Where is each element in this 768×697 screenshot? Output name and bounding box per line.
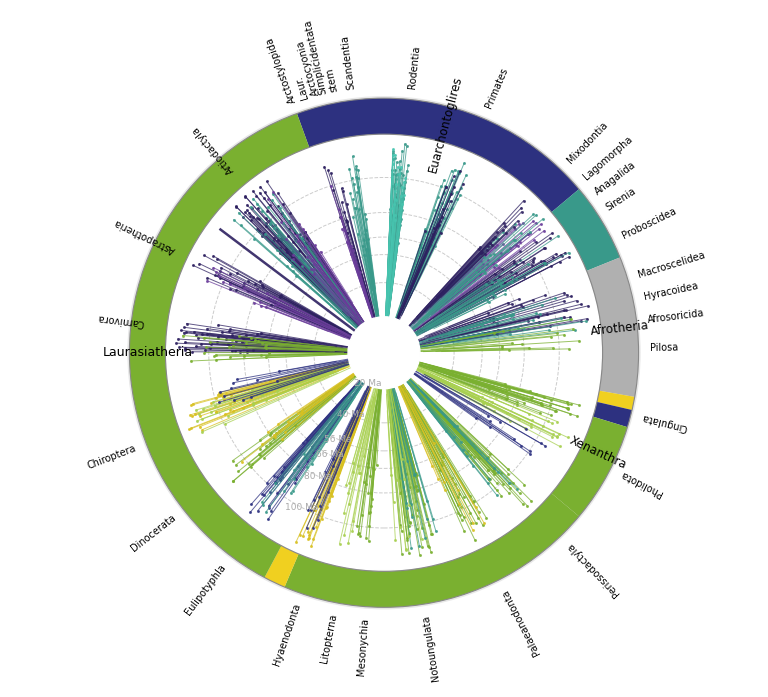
Text: Proboscidea: Proboscidea — [621, 206, 678, 240]
Text: Macroscelidea: Macroscelidea — [637, 250, 706, 280]
Text: Pilosa: Pilosa — [650, 343, 678, 353]
Text: Simplicidentata
stem: Simplicidentata stem — [303, 16, 339, 95]
Text: 40 Ma: 40 Ma — [337, 410, 365, 419]
Text: Laurasiatheria: Laurasiatheria — [102, 346, 193, 359]
Text: Mesonychia: Mesonychia — [356, 618, 370, 676]
Wedge shape — [264, 546, 299, 587]
Text: 100 Ma: 100 Ma — [285, 503, 319, 512]
Text: Carnivora: Carnivora — [96, 312, 144, 328]
Text: Mixodontia: Mixodontia — [565, 120, 609, 165]
Wedge shape — [597, 391, 634, 410]
Text: Litopterna: Litopterna — [319, 613, 338, 664]
Text: Hyracoidea: Hyracoidea — [643, 281, 699, 302]
Text: Arctostylopida: Arctostylopida — [264, 36, 298, 105]
Wedge shape — [384, 98, 579, 212]
Text: Afrotheria: Afrotheria — [589, 319, 649, 337]
Text: Dinocerata: Dinocerata — [129, 512, 177, 553]
Text: 80 Ma: 80 Ma — [304, 472, 332, 481]
Text: Pholidota: Pholidota — [618, 469, 664, 498]
Text: Euarchontoglires: Euarchontoglires — [426, 75, 465, 174]
Wedge shape — [130, 114, 310, 578]
Circle shape — [128, 97, 640, 608]
Text: Sirenia: Sirenia — [604, 185, 637, 213]
Text: Chiroptera: Chiroptera — [86, 443, 137, 471]
Circle shape — [348, 316, 420, 389]
Text: Perissodactyla: Perissodactyla — [565, 540, 621, 598]
Text: Xenanthra: Xenanthra — [568, 434, 629, 472]
Text: Artiodactyla: Artiodactyla — [190, 123, 236, 175]
Text: Palaeanodonta: Palaeanodonta — [500, 587, 542, 657]
Text: Anagalida: Anagalida — [593, 160, 638, 197]
Text: Hyaenodonta: Hyaenodonta — [272, 602, 303, 667]
Text: Laur.
Arctocyonia: Laur. Arctocyonia — [285, 39, 321, 100]
Wedge shape — [587, 257, 638, 397]
Text: Lagomorpha: Lagomorpha — [581, 135, 634, 182]
Wedge shape — [297, 98, 384, 147]
Text: Notoungulata: Notoungulata — [421, 614, 441, 682]
Wedge shape — [551, 189, 620, 271]
Text: Astrapotheria: Astrapotheria — [113, 217, 177, 255]
Text: 66 Ma: 66 Ma — [316, 450, 343, 459]
Text: 56 Ma: 56 Ma — [324, 435, 352, 444]
Wedge shape — [593, 402, 632, 427]
Text: Rodentia: Rodentia — [407, 45, 422, 89]
Text: 20 Ma: 20 Ma — [354, 379, 381, 388]
Wedge shape — [551, 417, 627, 516]
Wedge shape — [284, 493, 579, 607]
Text: Eulipotyphla: Eulipotyphla — [184, 562, 228, 617]
Text: Scandentia: Scandentia — [340, 34, 356, 90]
Text: Afrosoricida: Afrosoricida — [647, 309, 705, 325]
Circle shape — [167, 135, 601, 570]
Text: Primates: Primates — [483, 66, 509, 110]
Text: Cingulata: Cingulata — [641, 412, 688, 433]
